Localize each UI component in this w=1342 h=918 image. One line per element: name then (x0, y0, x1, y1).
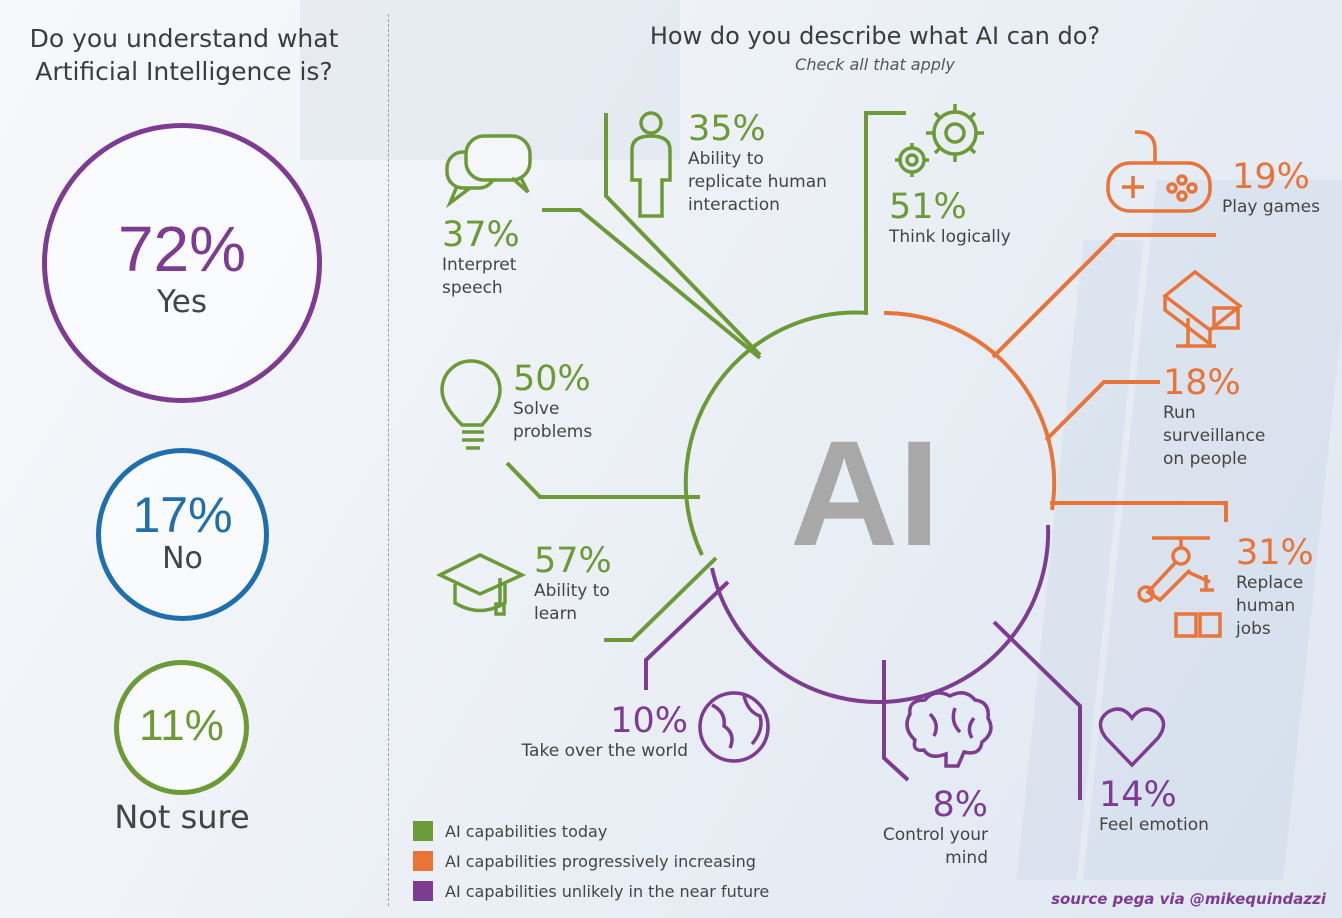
answer-yes-pct: 72% (117, 213, 247, 285)
cap-think-logically-pct: 51% (889, 187, 967, 227)
connector-logic (864, 111, 906, 313)
answer-notsure-label: Not sure (114, 798, 250, 836)
cap-solve-problems-pct: 50% (513, 359, 591, 399)
cap-control-mind-line1: Control your (882, 825, 988, 845)
connector-world (644, 580, 730, 690)
right-question-subtitle: Check all that apply (795, 55, 955, 74)
security-camera-icon (1162, 269, 1243, 348)
gamepad-icon (1106, 130, 1212, 213)
legend-swatch-green (413, 821, 433, 841)
cap-replicate-interaction: 35% Ability to replicate human interacti… (688, 110, 827, 217)
connector-problems (505, 461, 700, 499)
cap-ability-learn-line1: Ability to (534, 581, 610, 601)
cap-replace-jobs-line2: human (1236, 596, 1296, 616)
cap-play-games-line1: Play games (1222, 197, 1320, 217)
brain-icon (905, 691, 993, 768)
cap-surveillance-line1: Run (1163, 403, 1196, 423)
legend: AI capabilities today AI capabilities pr… (413, 816, 769, 906)
cap-ability-learn-pct: 57% (534, 541, 612, 581)
speech-bubbles-icon (445, 134, 532, 209)
cap-replace-jobs-pct: 31% (1236, 533, 1314, 573)
cap-replicate-interaction-line2: replicate human (688, 172, 827, 192)
connector-learn (604, 556, 718, 642)
cap-play-games-pct: 19% (1232, 157, 1310, 197)
gears-icon (895, 104, 984, 177)
cap-control-mind-pct: 8% (932, 785, 988, 825)
cap-solve-problems-line1: Solve (513, 399, 560, 419)
cap-take-over-world-pct: 10% (610, 701, 688, 741)
connector-mind (882, 660, 910, 782)
person-icon (630, 111, 672, 218)
cap-feel-emotion-pct: 14% (1099, 775, 1177, 815)
cap-solve-problems-line2: problems (513, 422, 593, 442)
right-question-title: How do you describe what AI can do? (649, 22, 1101, 50)
cap-replace-jobs: 31% Replace human jobs (1236, 534, 1314, 641)
ai-ring-purple-arc (710, 524, 1051, 704)
ai-center-label: AI (790, 409, 940, 577)
cap-interpret-speech-line2: speech (442, 278, 503, 298)
connector-surveillance (1044, 380, 1160, 442)
answer-no-ring: 17% No (96, 448, 269, 621)
legend-label-increasing: AI capabilities progressively increasing (445, 851, 756, 871)
legend-label-unlikely: AI capabilities unlikely in the near fut… (445, 881, 770, 901)
cap-feel-emotion-line1: Feel emotion (1099, 815, 1209, 835)
connector-speech (542, 208, 762, 360)
ai-ring-orange-arc (883, 310, 1057, 511)
answer-no-label: No (162, 541, 203, 576)
panel-divider (388, 14, 389, 906)
cap-ability-learn-line2: learn (534, 604, 578, 624)
lightbulb-icon (440, 359, 502, 450)
cap-surveillance-line3: on people (1163, 449, 1248, 469)
left-title-line1: Do you understand what (29, 24, 339, 53)
cap-replace-jobs-line1: Replace (1236, 573, 1304, 593)
legend-item-increasing: AI capabilities progressively increasing (413, 846, 769, 876)
answer-notsure-ring: 11% (114, 660, 249, 795)
answer-yes-ring: 72% Yes (42, 123, 322, 403)
legend-item-unlikely: AI capabilities unlikely in the near fut… (413, 876, 769, 906)
robot-arm-icon (1137, 536, 1222, 638)
graduation-cap-icon (436, 553, 527, 616)
connector-jobs (1050, 501, 1228, 522)
cap-solve-problems: 50% Solve problems (513, 360, 592, 444)
legend-swatch-orange (413, 851, 433, 871)
legend-swatch-purple (413, 881, 433, 901)
cap-take-over-world-line1: Take over the world (521, 741, 688, 761)
cap-interpret-speech-pct: 37% (442, 215, 520, 255)
heart-icon (1098, 707, 1166, 768)
cap-replicate-interaction-pct: 35% (688, 109, 766, 149)
answer-notsure-pct: 11% (139, 701, 224, 750)
answer-no-pct: 17% (132, 487, 233, 543)
cap-think-logically-line1: Think logically (889, 227, 1011, 247)
cap-play-games: 19% Play games (1222, 158, 1320, 219)
cap-ability-learn: 57% Ability to learn (534, 542, 612, 626)
cap-replicate-interaction-line1: Ability to (688, 149, 764, 169)
source-credit: source pega via @mikequindazzi (1051, 890, 1326, 908)
connector-games (991, 233, 1216, 359)
left-question-title: Do you understand what Artificial Intell… (14, 22, 354, 88)
answer-yes-label: Yes (156, 284, 208, 320)
cap-take-over-world: 10% Take over the world (500, 702, 688, 763)
cap-feel-emotion: 14% Feel emotion (1099, 776, 1209, 837)
connector-emotion (992, 620, 1082, 800)
cap-interpret-speech: 37% Interpret speech (442, 216, 520, 300)
cap-replace-jobs-line3: jobs (1236, 619, 1271, 639)
ai-ring-green-arc (683, 310, 869, 556)
cap-control-mind: 8% Control your mind (860, 786, 988, 870)
legend-label-today: AI capabilities today (445, 821, 608, 841)
cap-think-logically: 51% Think logically (889, 188, 1011, 249)
globe-icon (698, 691, 770, 763)
cap-interpret-speech-line1: Interpret (442, 255, 517, 275)
connector-interaction (604, 113, 762, 357)
cap-control-mind-line2: mind (945, 848, 988, 868)
legend-item-today: AI capabilities today (413, 816, 769, 846)
cap-surveillance-line2: surveillance (1163, 426, 1266, 446)
cap-surveillance: 18% Run surveillance on people (1163, 364, 1265, 471)
left-title-line2: Artificial Intelligence is? (35, 57, 333, 86)
cap-surveillance-pct: 18% (1163, 363, 1241, 403)
cap-replicate-interaction-line3: interaction (688, 195, 780, 215)
